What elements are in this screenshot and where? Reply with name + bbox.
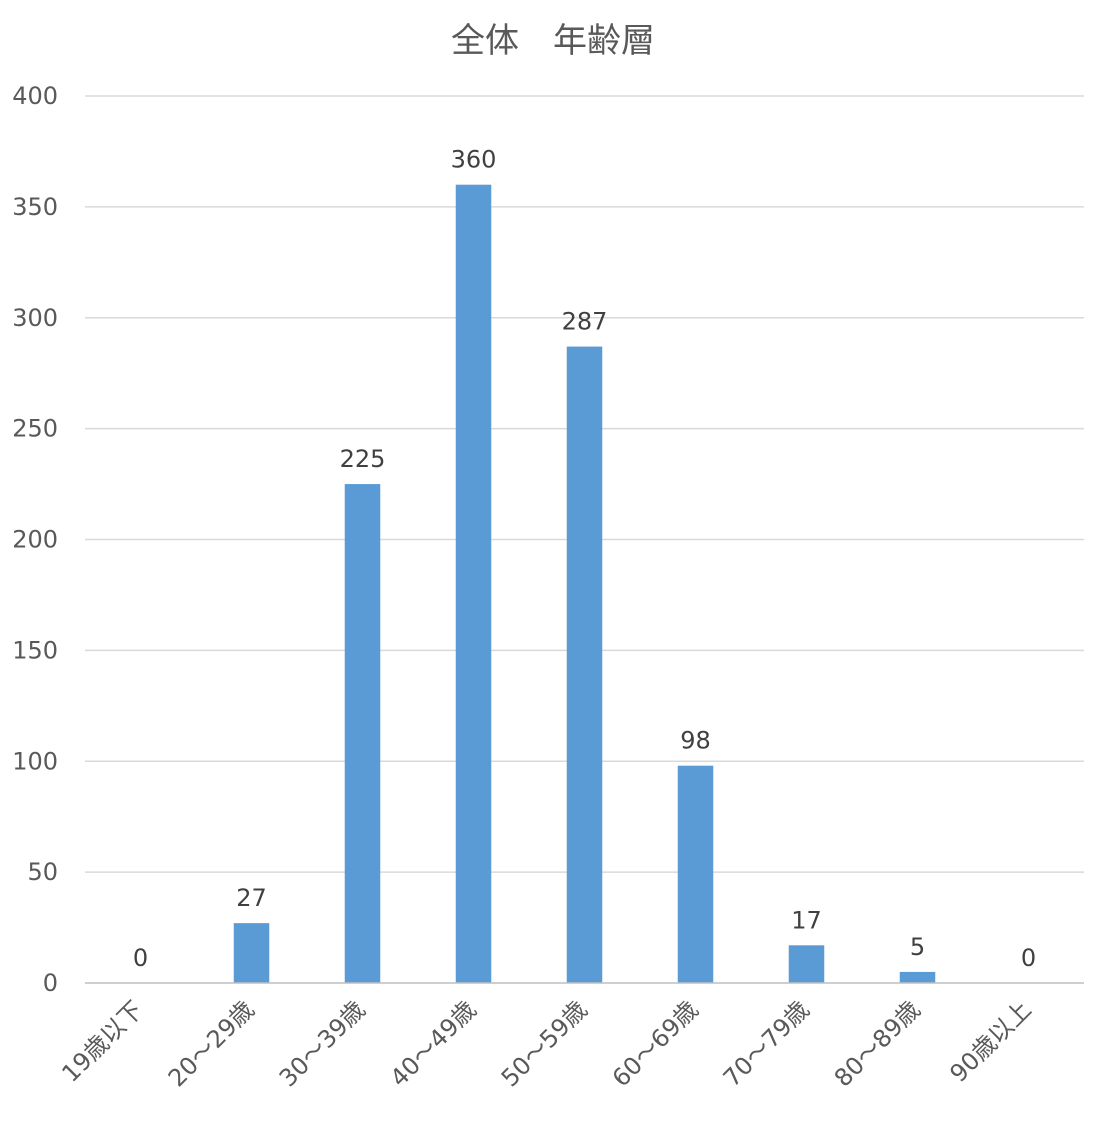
data-label: 17 — [791, 906, 822, 934]
data-label: 5 — [910, 933, 925, 961]
bar — [788, 945, 825, 983]
bar — [566, 346, 603, 983]
y-tick-label: 50 — [27, 858, 58, 886]
bar — [677, 765, 714, 983]
data-label: 0 — [1021, 944, 1036, 972]
y-tick-label: 300 — [12, 304, 58, 332]
y-tick-label: 100 — [12, 747, 58, 775]
y-tick-label: 400 — [12, 82, 58, 110]
x-tick-label: 20～29歳 — [163, 995, 260, 1092]
y-tick-label: 200 — [12, 526, 58, 554]
data-label: 27 — [236, 884, 267, 912]
bar — [233, 923, 270, 983]
x-tick-label: 40～49歳 — [385, 995, 482, 1092]
chart-title: 全体 年齢層 — [451, 21, 655, 61]
bar — [899, 971, 936, 983]
bar — [344, 484, 381, 983]
y-tick-label: 250 — [12, 415, 58, 443]
x-axis-tick-labels: 19歳以下 20～29歳 30～39歳 40～49歳 50～59歳 60～69歳 70～79… — [56, 995, 1036, 1092]
x-tick-label: 19歳以下 — [56, 995, 148, 1087]
data-labels: 0 27 225 360 287 98 17 5 0 — [133, 146, 1036, 972]
x-tick-label: 60～69歳 — [607, 995, 704, 1092]
y-tick-label: 350 — [12, 193, 58, 221]
x-tick-label: 90歳以上 — [944, 995, 1036, 1087]
x-tick-label: 70～79歳 — [718, 995, 815, 1092]
bar — [455, 184, 492, 983]
data-label: 98 — [680, 727, 711, 755]
x-tick-label: 50～59歳 — [496, 995, 593, 1092]
x-tick-label: 30～39歳 — [274, 995, 371, 1092]
data-label: 0 — [133, 944, 148, 972]
y-tick-label: 150 — [12, 636, 58, 664]
data-label: 287 — [562, 308, 608, 336]
y-axis-tick-labels: 0 50 100 150 200 250 300 350 400 — [12, 82, 58, 997]
bars — [233, 184, 936, 983]
y-tick-label: 0 — [43, 969, 58, 997]
data-label: 225 — [340, 445, 386, 473]
data-label: 360 — [451, 146, 497, 174]
x-tick-label: 80～89歳 — [829, 995, 926, 1092]
